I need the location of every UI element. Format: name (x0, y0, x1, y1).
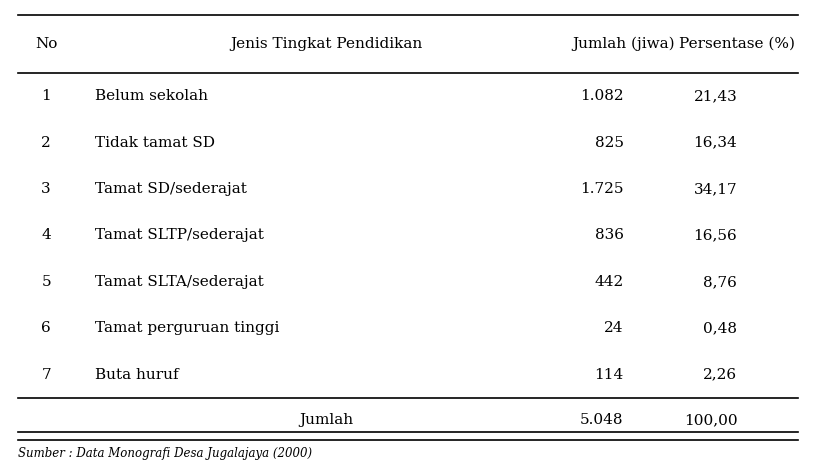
Text: 100,00: 100,00 (684, 413, 738, 427)
Text: 1: 1 (42, 89, 51, 103)
Text: 7: 7 (42, 368, 51, 382)
Text: Tamat SLTA/sederajat: Tamat SLTA/sederajat (95, 275, 264, 289)
Text: Tamat perguruan tinggi: Tamat perguruan tinggi (95, 321, 279, 335)
Text: Tamat SLTP/sederajat: Tamat SLTP/sederajat (95, 229, 264, 243)
Text: 21,43: 21,43 (694, 89, 738, 103)
Text: 442: 442 (594, 275, 623, 289)
Text: 2,26: 2,26 (703, 368, 738, 382)
Text: 0,48: 0,48 (703, 321, 738, 335)
Text: Buta huruf: Buta huruf (95, 368, 179, 382)
Text: 1.725: 1.725 (580, 182, 623, 196)
Text: Sumber : Data Monografi Desa Jugalajaya (2000): Sumber : Data Monografi Desa Jugalajaya … (18, 447, 312, 460)
Text: Jumlah: Jumlah (299, 413, 354, 427)
Text: 4: 4 (42, 229, 51, 243)
Text: Tamat SD/sederajat: Tamat SD/sederajat (95, 182, 246, 196)
Text: 114: 114 (594, 368, 623, 382)
Text: 34,17: 34,17 (694, 182, 738, 196)
Text: 16,56: 16,56 (694, 229, 738, 243)
Text: 16,34: 16,34 (694, 136, 738, 150)
Text: 2: 2 (42, 136, 51, 150)
Text: 1.082: 1.082 (580, 89, 623, 103)
Text: Jenis Tingkat Pendidikan: Jenis Tingkat Pendidikan (231, 37, 423, 51)
Text: No: No (35, 37, 57, 51)
Text: 825: 825 (595, 136, 623, 150)
Text: 836: 836 (595, 229, 623, 243)
Text: 24: 24 (604, 321, 623, 335)
Text: Persentase (%): Persentase (%) (680, 37, 796, 51)
Text: 6: 6 (42, 321, 51, 335)
Text: 3: 3 (42, 182, 51, 196)
Text: 5.048: 5.048 (580, 413, 623, 427)
Text: Tidak tamat SD: Tidak tamat SD (95, 136, 215, 150)
Text: Belum sekolah: Belum sekolah (95, 89, 208, 103)
Text: 5: 5 (42, 275, 51, 289)
Text: Jumlah (jiwa): Jumlah (jiwa) (572, 37, 675, 51)
Text: 8,76: 8,76 (703, 275, 738, 289)
